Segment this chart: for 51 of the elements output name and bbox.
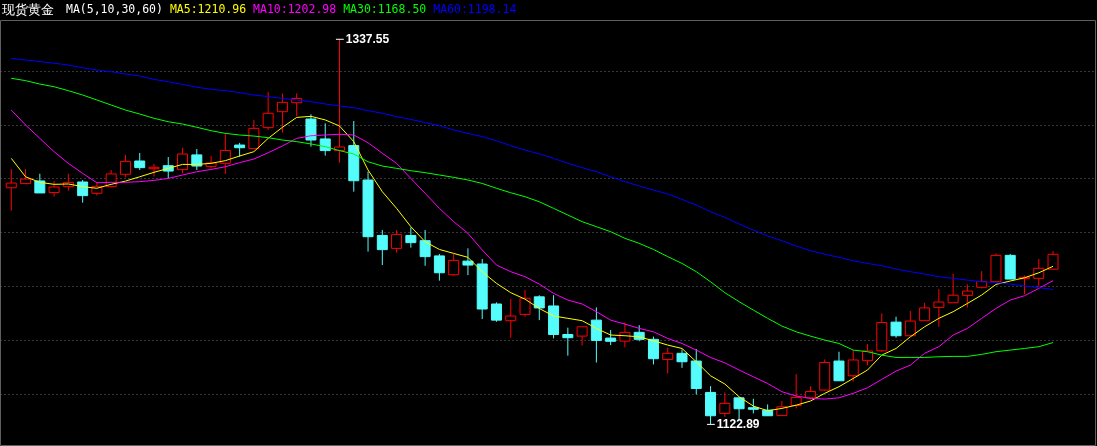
candlestick [433, 253, 445, 282]
text: MA60:1198.14 [433, 2, 517, 16]
candlestick [405, 226, 417, 249]
candlestick [334, 38, 345, 164]
candlestick [34, 173, 46, 194]
candlestick [705, 385, 717, 425]
candlestick [148, 163, 160, 178]
candlestick [576, 326, 588, 346]
text: MA30:1168.50 [343, 2, 427, 16]
candlestick [890, 316, 902, 339]
candlestick [376, 229, 388, 266]
candlestick [562, 327, 574, 357]
text: MA5:1210.96 [169, 2, 247, 16]
candlestick [462, 247, 474, 276]
candlestick [77, 179, 89, 204]
candlestick [219, 132, 231, 175]
candlestick [1047, 250, 1059, 270]
candlestick [276, 93, 288, 134]
candlestick [419, 229, 431, 267]
candlestick [248, 119, 260, 150]
candlestick [1004, 253, 1016, 280]
candlestick [647, 336, 659, 365]
chart-title: 现货黄金 [2, 2, 54, 17]
candlestick [904, 310, 916, 337]
candlestick [490, 301, 502, 323]
candlestick [662, 347, 674, 374]
candlestick [533, 294, 545, 321]
candlestick [119, 154, 131, 178]
candlestick [505, 298, 517, 339]
candlestick [947, 273, 959, 304]
candlestick [191, 148, 203, 171]
text: MA10:1202.98 [253, 2, 337, 16]
candlestick [305, 113, 317, 148]
candlestick [177, 147, 189, 174]
candlestick [862, 343, 874, 366]
candlestick [719, 391, 731, 418]
annotation: 1122.89 [716, 417, 760, 432]
candlestick [676, 348, 688, 369]
candlestick [833, 351, 845, 382]
candlestick [933, 288, 945, 328]
candlestick [847, 349, 859, 382]
candlestick [319, 122, 331, 157]
candlestick [961, 283, 973, 308]
candlestick [262, 91, 274, 131]
candlestick [590, 306, 602, 363]
candlestick [5, 168, 17, 212]
candlestick [48, 180, 60, 198]
candlestick [519, 289, 531, 318]
legend-title: MA(5,10,30,60) [66, 2, 163, 16]
annotation: 1337.55 [345, 32, 390, 47]
candlestick [391, 229, 403, 254]
